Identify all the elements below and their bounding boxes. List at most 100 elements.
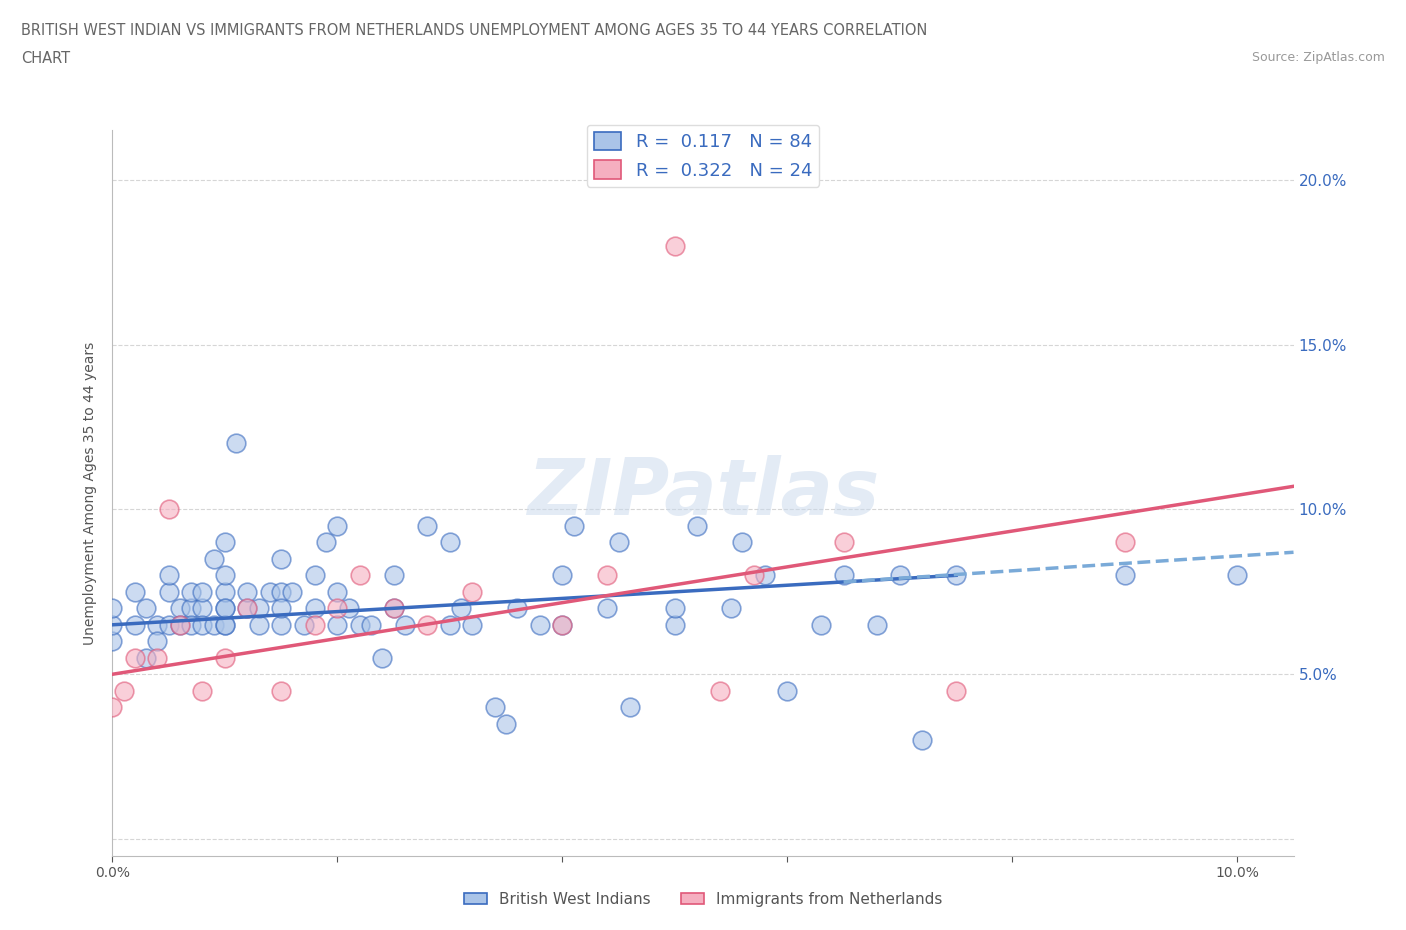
Point [326, 601, 349, 616]
Point [349, 568, 371, 583]
Point [270, 601, 292, 616]
Point [281, 584, 304, 599]
Point [562, 518, 585, 533]
Point [709, 684, 731, 698]
Point [416, 618, 439, 632]
Point [832, 568, 855, 583]
Text: BRITISH WEST INDIAN VS IMMIGRANTS FROM NETHERLANDS UNEMPLOYMENT AMONG AGES 35 TO: BRITISH WEST INDIAN VS IMMIGRANTS FROM N… [21, 23, 928, 38]
Point [270, 684, 292, 698]
Point [124, 650, 146, 665]
Point [731, 535, 754, 550]
Point [292, 618, 315, 632]
Point [101, 601, 124, 616]
Point [202, 618, 225, 632]
Point [461, 618, 484, 632]
Point [596, 601, 619, 616]
Point [326, 518, 349, 533]
Point [101, 699, 124, 714]
Point [664, 618, 686, 632]
Point [664, 601, 686, 616]
Point [607, 535, 630, 550]
Point [371, 650, 394, 665]
Point [551, 618, 574, 632]
Point [315, 535, 337, 550]
Point [326, 584, 349, 599]
Point [911, 733, 934, 748]
Point [146, 618, 169, 632]
Point [270, 584, 292, 599]
Point [529, 618, 551, 632]
Point [124, 584, 146, 599]
Point [180, 618, 202, 632]
Point [202, 551, 225, 566]
Point [146, 650, 169, 665]
Y-axis label: Unemployment Among Ages 35 to 44 years: Unemployment Among Ages 35 to 44 years [83, 341, 97, 644]
Point [236, 601, 259, 616]
Point [450, 601, 472, 616]
Point [247, 618, 270, 632]
Point [866, 618, 889, 632]
Point [596, 568, 619, 583]
Point [214, 584, 236, 599]
Point [157, 618, 180, 632]
Point [169, 601, 191, 616]
Legend: British West Indians, Immigrants from Netherlands: British West Indians, Immigrants from Ne… [457, 886, 949, 913]
Point [326, 618, 349, 632]
Point [304, 618, 326, 632]
Point [169, 618, 191, 632]
Point [945, 568, 967, 583]
Point [506, 601, 529, 616]
Point [180, 601, 202, 616]
Text: Source: ZipAtlas.com: Source: ZipAtlas.com [1251, 51, 1385, 64]
Point [551, 568, 574, 583]
Point [214, 650, 236, 665]
Point [382, 601, 405, 616]
Point [146, 634, 169, 649]
Text: CHART: CHART [21, 51, 70, 66]
Point [101, 634, 124, 649]
Point [439, 618, 461, 632]
Point [742, 568, 765, 583]
Point [349, 618, 371, 632]
Point [247, 601, 270, 616]
Point [157, 502, 180, 517]
Point [337, 601, 360, 616]
Point [236, 584, 259, 599]
Point [945, 684, 967, 698]
Point [112, 684, 135, 698]
Point [664, 238, 686, 253]
Point [439, 535, 461, 550]
Point [270, 551, 292, 566]
Point [686, 518, 709, 533]
Point [169, 618, 191, 632]
Point [124, 618, 146, 632]
Point [720, 601, 742, 616]
Point [382, 568, 405, 583]
Point [214, 568, 236, 583]
Point [551, 618, 574, 632]
Point [304, 601, 326, 616]
Point [101, 618, 124, 632]
Point [270, 618, 292, 632]
Point [776, 684, 799, 698]
Point [832, 535, 855, 550]
Point [889, 568, 911, 583]
Point [191, 584, 214, 599]
Point [394, 618, 416, 632]
Point [214, 535, 236, 550]
Point [191, 618, 214, 632]
Point [484, 699, 506, 714]
Point [236, 601, 259, 616]
Point [1114, 535, 1136, 550]
Point [157, 584, 180, 599]
Point [382, 601, 405, 616]
Point [180, 584, 202, 599]
Point [214, 618, 236, 632]
Point [754, 568, 776, 583]
Point [1226, 568, 1249, 583]
Point [191, 601, 214, 616]
Point [304, 568, 326, 583]
Point [157, 568, 180, 583]
Point [461, 584, 484, 599]
Point [810, 618, 832, 632]
